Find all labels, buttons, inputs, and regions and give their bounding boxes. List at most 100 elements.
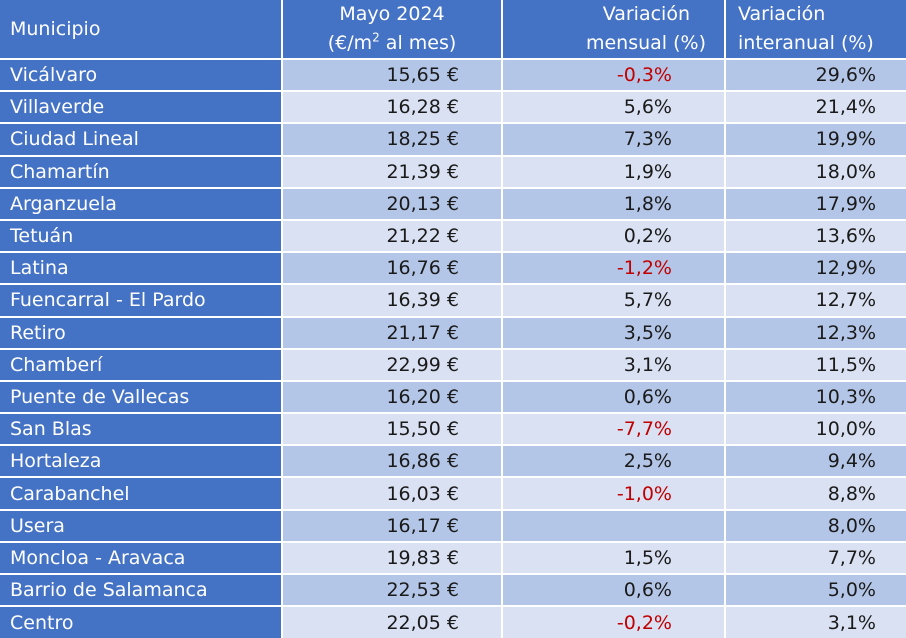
municipio-cell: Hortaleza [0, 444, 283, 478]
price-cell: 18,25 € [282, 122, 503, 156]
price-cell: 22,99 € [282, 347, 503, 381]
annual-change-cell: 8,0% [725, 508, 906, 542]
municipio-cell: Retiro [0, 315, 283, 349]
municipio-cell: Moncloa - Aravaca [0, 540, 283, 574]
table-row: San Blas 15,50 € -7,7% 10,0% [0, 412, 906, 446]
header-price-unit: (€/m2 al mes) [328, 32, 457, 54]
table-row: Retiro 21,17 €3,5% 12,3% [0, 315, 906, 349]
table-body: Vicálvaro 15,65 € -0,3% 29,6% Villaverde 16,2… [0, 57, 906, 638]
monthly-change-cell: -1,0% [502, 476, 726, 510]
price-cell: 20,13 € [282, 186, 503, 220]
annual-change-cell: 17,9% [725, 186, 906, 220]
table-row: Latina 16,76 € -1,2% 12,9% [0, 251, 906, 285]
municipio-cell: Latina [0, 251, 283, 285]
price-cell: 15,65 € [282, 57, 503, 92]
monthly-change-cell: 5,6% [502, 90, 726, 124]
monthly-change-cell: 2,5% [502, 444, 726, 478]
annual-change-cell: 13,6% [725, 218, 906, 253]
table-row: Vicálvaro 15,65 € -0,3% 29,6% [0, 57, 906, 92]
header-row: Municipio Mayo 2024 (€/m2 al mes) Variac… [0, 0, 906, 59]
table-row: Moncloa - Aravaca 19,83 €1,5% 7,7% [0, 540, 906, 574]
annual-change-cell: 7,7% [725, 540, 906, 574]
header-price-unit-pre: (€/m [327, 32, 373, 54]
header-price-line1: Mayo 2024 [339, 3, 445, 25]
municipio-cell: Ciudad Lineal [0, 122, 283, 156]
annual-change-cell: 21,4% [725, 90, 906, 124]
municipio-cell: Barrio de Salamanca [0, 572, 283, 607]
monthly-change-cell: -7,7% [502, 412, 726, 446]
table-row: Centro 22,05 € -0,2% 3,1% [0, 605, 906, 638]
price-cell: 21,17 € [282, 315, 503, 349]
annual-change-cell: 8,8% [725, 476, 906, 510]
monthly-change-cell: 1,5% [502, 540, 726, 574]
monthly-change-cell: 0,2% [502, 218, 726, 253]
monthly-change-cell: 0,6% [502, 379, 726, 414]
price-cell: 16,39 € [282, 283, 503, 317]
table-row: Hortaleza 16,86 €2,5% 9,4% [0, 444, 906, 478]
table-row: Ciudad Lineal 18,25 €7,3% 19,9% [0, 122, 906, 156]
annual-change-cell: 12,7% [725, 283, 906, 317]
header-monthly: Variación mensual (%) [502, 0, 726, 59]
monthly-change-cell: -0,2% [502, 605, 726, 638]
monthly-change-cell: 7,3% [502, 122, 726, 156]
municipio-cell: Fuencarral - El Pardo [0, 283, 283, 317]
monthly-change-cell: 3,5% [502, 315, 726, 349]
annual-change-cell: 12,3% [725, 315, 906, 349]
monthly-change-cell: 3,1% [502, 347, 726, 381]
table-row: Chamartín 21,39 €1,9% 18,0% [0, 154, 906, 188]
header-price: Mayo 2024 (€/m2 al mes) [282, 0, 503, 59]
table-row: Tetuán 21,22 €0,2% 13,6% [0, 218, 906, 253]
monthly-change-cell [502, 508, 726, 542]
price-cell: 16,86 € [282, 444, 503, 478]
price-cell: 19,83 € [282, 540, 503, 574]
price-cell: 16,03 € [282, 476, 503, 510]
monthly-change-cell: -0,3% [502, 57, 726, 92]
municipio-cell: San Blas [0, 412, 283, 446]
municipio-cell: Centro [0, 605, 283, 638]
monthly-change-cell: 0,6% [502, 572, 726, 607]
price-cell: 21,22 € [282, 218, 503, 253]
header-price-unit-sup: 2 [372, 30, 380, 45]
price-cell: 16,28 € [282, 90, 503, 124]
header-municipio: Municipio [0, 0, 283, 59]
header-monthly-line2: mensual (%) [585, 32, 706, 54]
annual-change-cell: 12,9% [725, 251, 906, 285]
monthly-change-cell: -1,2% [502, 251, 726, 285]
table-row: Chamberí 22,99 €3,1% 11,5% [0, 347, 906, 381]
table-row: Arganzuela 20,13 €1,8% 17,9% [0, 186, 906, 220]
municipio-cell: Vicálvaro [0, 57, 283, 92]
municipio-cell: Chamartín [0, 154, 283, 188]
municipio-cell: Carabanchel [0, 476, 283, 510]
annual-change-cell: 29,6% [725, 57, 906, 92]
annual-change-cell: 10,0% [725, 412, 906, 446]
municipio-cell: Arganzuela [0, 186, 283, 220]
monthly-change-cell: 5,7% [502, 283, 726, 317]
annual-change-cell: 19,9% [725, 122, 906, 156]
price-cell: 16,20 € [282, 379, 503, 414]
table-row: Puente de Vallecas 16,20 €0,6% 10,3% [0, 379, 906, 414]
municipio-cell: Tetuán [0, 218, 283, 253]
table-header: Municipio Mayo 2024 (€/m2 al mes) Variac… [0, 0, 906, 59]
price-cell: 16,17 € [282, 508, 503, 542]
municipio-cell: Puente de Vallecas [0, 379, 283, 414]
price-cell: 22,53 € [282, 572, 503, 607]
price-cell: 21,39 € [282, 154, 503, 188]
header-annual-line2: interanual (%) [738, 32, 874, 54]
table-row: Fuencarral - El Pardo 16,39 €5,7% 12,7% [0, 283, 906, 317]
table-row: Usera 16,17 € 8,0% [0, 508, 906, 542]
annual-change-cell: 10,3% [725, 379, 906, 414]
header-price-unit-post: al mes) [379, 32, 457, 54]
municipio-cell: Villaverde [0, 90, 283, 124]
table-row: Villaverde 16,28 €5,6% 21,4% [0, 90, 906, 124]
header-annual-line1: Variación [738, 3, 826, 25]
price-cell: 16,76 € [282, 251, 503, 285]
table-row: Carabanchel 16,03 € -1,0% 8,8% [0, 476, 906, 510]
table-row: Barrio de Salamanca 22,53 €0,6% 5,0% [0, 572, 906, 607]
annual-change-cell: 5,0% [725, 572, 906, 607]
annual-change-cell: 11,5% [725, 347, 906, 381]
price-cell: 22,05 € [282, 605, 503, 638]
header-municipio-label: Municipio [10, 17, 101, 40]
municipio-cell: Chamberí [0, 347, 283, 381]
municipio-cell: Usera [0, 508, 283, 542]
